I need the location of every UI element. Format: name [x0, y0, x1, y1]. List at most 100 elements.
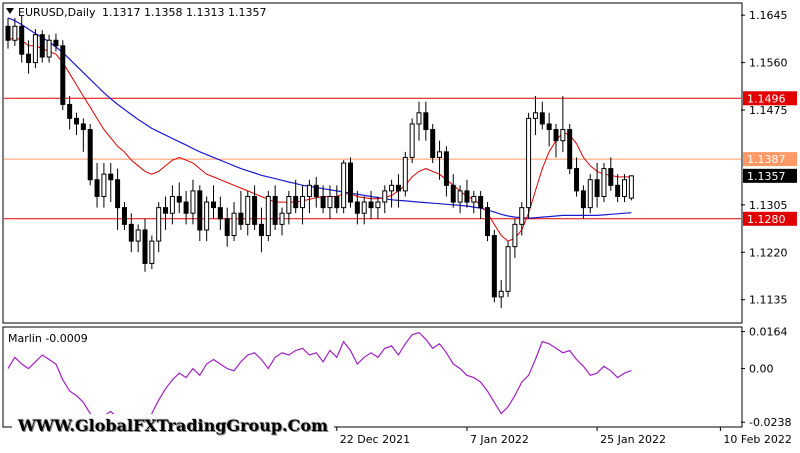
candle-body: [443, 151, 449, 186]
price-tick-label: 1.1135: [749, 294, 788, 307]
candle-body: [423, 112, 429, 131]
candle-body: [197, 190, 203, 231]
candle-body: [491, 235, 497, 298]
level-tag-label: 1.1496: [747, 92, 786, 105]
candle-body: [382, 190, 388, 203]
candle-body: [176, 195, 182, 203]
candle-body: [580, 190, 586, 209]
candle-body: [80, 123, 86, 131]
candle-body: [485, 207, 490, 237]
candle-body: [430, 129, 436, 158]
level-tag-label: 1.1280: [747, 213, 786, 226]
candle-body: [457, 190, 463, 203]
candle-body: [67, 103, 73, 119]
candle-body: [464, 190, 470, 203]
candle-body: [402, 156, 408, 192]
candle-body: [327, 195, 333, 209]
time-axis-label: 25 Jan 2022: [600, 433, 666, 446]
candle-body: [101, 173, 107, 197]
candle-body: [224, 218, 230, 237]
symbol-title: EURUSD,Daily: [18, 6, 96, 19]
candle-body: [32, 34, 38, 64]
candle-body: [526, 117, 532, 209]
ma-fast-line: [7, 36, 632, 242]
candle-body: [128, 223, 134, 242]
candle-body: [348, 162, 353, 203]
price-tick-label: 1.1220: [749, 246, 788, 259]
candle-body: [601, 168, 607, 197]
candle-body: [587, 179, 593, 209]
candle-body: [560, 129, 566, 142]
candle-body: [300, 195, 306, 209]
candle-body: [409, 123, 415, 158]
candle-body: [320, 195, 326, 209]
candle-body: [135, 229, 141, 242]
candle-body: [238, 212, 244, 225]
candle-body: [74, 117, 79, 125]
osc-tick-label: 0.00: [749, 363, 774, 376]
candle-body: [450, 184, 456, 203]
candle-body: [546, 123, 552, 131]
ma-slow-line: [7, 17, 632, 219]
candle-body: [512, 223, 518, 248]
candle-body: [245, 195, 251, 225]
price-tick-label: 1.1645: [749, 9, 788, 22]
candle-body: [231, 212, 237, 237]
candle-body: [361, 201, 367, 214]
level-tag-1.1496: [743, 91, 797, 106]
ohlc-readout: 1.1317 1.1358 1.1313 1.1357: [102, 6, 266, 19]
candle-body: [39, 34, 45, 58]
osc-tick-label: -0.0238: [749, 416, 791, 429]
watermark: WWW.GlobalFXTradingGroup.Com: [12, 414, 334, 438]
candle-body: [615, 184, 621, 197]
candle-body: [313, 184, 319, 197]
price-tick-label: 1.1560: [749, 57, 788, 70]
candle-body: [272, 195, 278, 225]
candle-body: [622, 179, 627, 197]
candle-body: [211, 201, 216, 209]
candle-body: [279, 212, 285, 225]
candle-body: [94, 179, 100, 197]
level-tag-1.1387: [743, 152, 797, 167]
candle-body: [505, 246, 511, 292]
candle-body: [567, 129, 573, 170]
candle-body: [149, 240, 155, 264]
price-tick-label: 1.1475: [749, 104, 788, 117]
candle-body: [437, 151, 443, 158]
candle-body: [26, 53, 32, 64]
candle-body: [532, 112, 538, 119]
candle-body: [334, 195, 340, 209]
indicator-panel: [2, 326, 743, 428]
current-price-tag: [743, 168, 797, 183]
candle-body: [628, 175, 634, 199]
candle-body: [608, 168, 614, 186]
candle-body: [142, 229, 148, 264]
candle-body: [594, 179, 600, 197]
candle-body: [341, 162, 347, 209]
indicator-title: Marlin -0.0009: [8, 332, 88, 345]
candle-body: [204, 201, 210, 231]
candle-body: [183, 201, 189, 214]
candle-body: [471, 195, 477, 203]
candle-body: [416, 112, 422, 125]
candle-body: [574, 168, 580, 192]
price-panel: [2, 2, 743, 324]
candle-body: [265, 195, 271, 237]
candle-body: [389, 184, 395, 192]
candle-body: [252, 195, 258, 225]
candle-body: [217, 207, 223, 220]
candle-body: [121, 207, 127, 225]
candle-body: [498, 290, 504, 298]
candle-body: [375, 201, 381, 209]
candle-body: [519, 207, 525, 225]
candle-body: [539, 112, 545, 125]
candle-body: [46, 39, 52, 58]
marlin-line: [7, 331, 632, 431]
candle-body: [395, 184, 401, 192]
collapse-arrow-icon[interactable]: [6, 8, 14, 14]
candle-body: [354, 201, 360, 214]
candle-body: [163, 207, 169, 214]
time-axis-label: 22 Dec 2021: [340, 433, 410, 446]
price-tick-label: 1.1305: [749, 199, 788, 212]
